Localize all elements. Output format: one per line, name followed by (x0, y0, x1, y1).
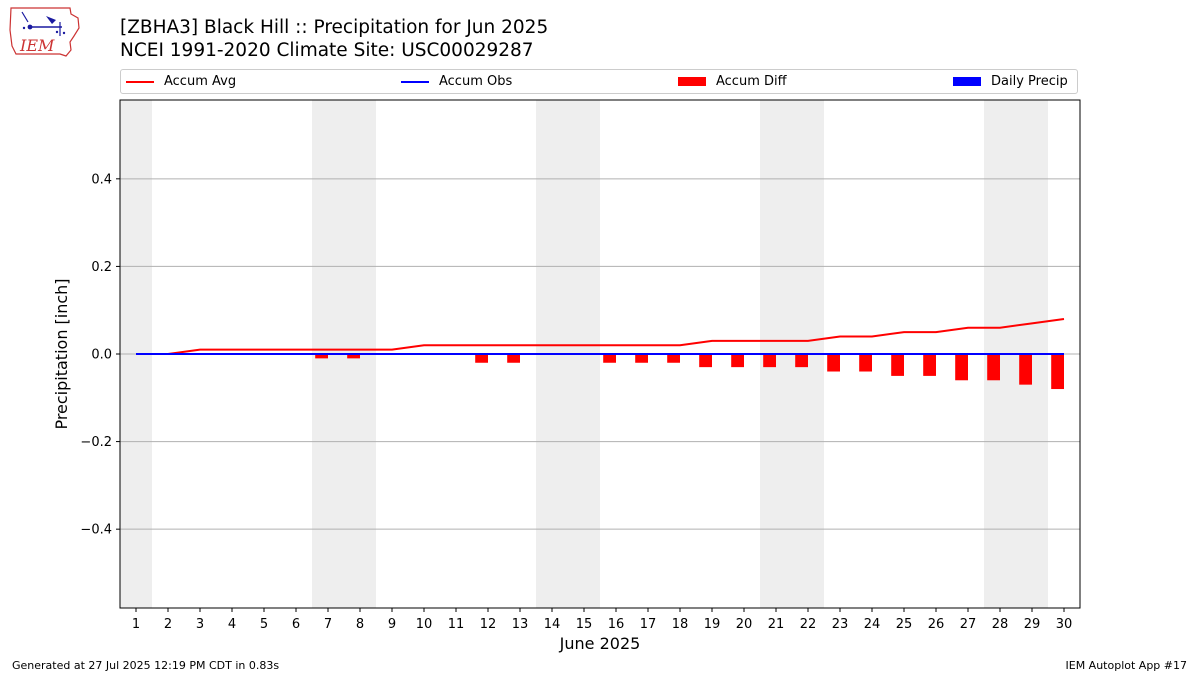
chart-title: [ZBHA3] Black Hill :: Precipitation for … (120, 17, 549, 38)
x-tick-label: 14 (544, 617, 561, 632)
accum-avg-line (136, 317, 1065, 355)
x-tick-label: 26 (928, 617, 945, 632)
legend-item-accum-avg: Accum Avg (126, 70, 236, 93)
accum-diff-bar (635, 354, 648, 363)
accum-diff-bar (827, 354, 840, 372)
accum-diff-bar (475, 354, 488, 363)
accum-diff-bar (667, 354, 680, 363)
accum-diff-bars (315, 354, 1064, 390)
accum-diff-bar (1051, 354, 1064, 390)
y-tick-label: 0.0 (91, 348, 112, 363)
x-tick-label: 15 (576, 617, 593, 632)
x-tick-label: 30 (1056, 617, 1073, 632)
x-tick-label: 22 (800, 617, 817, 632)
x-tick-label: 18 (672, 617, 689, 632)
x-axis-label: June 2025 (559, 634, 641, 653)
accum-diff-bar (987, 354, 1000, 381)
legend-label-accum-obs: Accum Obs (439, 74, 513, 89)
x-tick-label: 6 (292, 617, 300, 632)
legend-item-daily-precip: Daily Precip (953, 70, 1068, 93)
x-tick-label: 29 (1024, 617, 1041, 632)
chart-legend: Accum Avg Accum Obs Accum Diff Daily Pre… (120, 69, 1078, 94)
x-tick-label: 4 (228, 617, 236, 632)
series-lines (136, 317, 1065, 355)
y-tick-label: −0.4 (80, 523, 112, 538)
axis-ticks: 0.40.20.0−0.2−0.41 2 3 4 5 6 7 8 9 10 11 12 13 14 15 16… (80, 172, 1072, 632)
legend-swatch-daily-precip (953, 77, 981, 86)
legend-swatch-accum-diff (678, 77, 706, 86)
accum-diff-bar (923, 354, 936, 376)
logo-text: IEM (19, 36, 55, 55)
y-tick-label: −0.2 (80, 435, 112, 450)
accum-diff-bar (795, 354, 808, 368)
x-tick-label: 1 (132, 617, 140, 632)
accum-diff-bar (955, 354, 968, 381)
accum-diff-bar (1019, 354, 1032, 385)
chart-subtitle: NCEI 1991-2020 Climate Site: USC00029287 (120, 40, 534, 61)
x-tick-label: 27 (960, 617, 977, 632)
legend-item-accum-obs: Accum Obs (401, 70, 512, 93)
y-tick-label: 0.2 (91, 260, 112, 275)
legend-label-accum-avg: Accum Avg (164, 74, 237, 89)
legend-label-daily-precip: Daily Precip (991, 74, 1068, 89)
app-credit: IEM Autoplot App #17 (1065, 659, 1188, 672)
x-tick-label: 12 (480, 617, 497, 632)
x-tick-label: 17 (640, 617, 657, 632)
accum-diff-bar (315, 354, 328, 359)
accum-diff-bar (763, 354, 776, 368)
accum-diff-bar (603, 354, 616, 363)
y-tick-label: 0.4 (91, 172, 112, 187)
accum-diff-bar (859, 354, 872, 372)
legend-swatch-accum-obs (401, 80, 429, 83)
x-tick-label: 16 (608, 617, 625, 632)
x-tick-label: 21 (768, 617, 785, 632)
x-tick-label: 13 (512, 617, 529, 632)
y-axis-label: Precipitation [inch] (52, 278, 71, 429)
x-tick-label: 23 (832, 617, 849, 632)
x-tick-label: 5 (260, 617, 268, 632)
accum-diff-bar (731, 354, 744, 368)
x-tick-label: 7 (324, 617, 332, 632)
x-tick-label: 25 (896, 617, 913, 632)
x-tick-label: 20 (736, 617, 753, 632)
generated-timestamp: Generated at 27 Jul 2025 12:19 PM CDT in… (12, 659, 280, 672)
accum-diff-bar (507, 354, 520, 363)
x-tick-label: 9 (388, 617, 396, 632)
legend-item-accum-diff: Accum Diff (678, 70, 787, 93)
x-tick-label: 2 (164, 617, 172, 632)
x-tick-label: 19 (704, 617, 721, 632)
x-tick-label: 3 (196, 617, 204, 632)
x-tick-label: 8 (356, 617, 364, 632)
x-tick-label: 24 (864, 617, 881, 632)
legend-label-accum-diff: Accum Diff (716, 74, 787, 89)
accum-diff-bar (699, 354, 712, 368)
iem-logo: IEM (9, 7, 80, 57)
legend-swatch-accum-avg (126, 80, 154, 83)
x-tick-label: 28 (992, 617, 1009, 632)
accum-diff-bar (891, 354, 904, 376)
x-tick-label: 10 (416, 617, 433, 632)
x-tick-label: 11 (448, 617, 465, 632)
accum-diff-bar (347, 354, 360, 359)
